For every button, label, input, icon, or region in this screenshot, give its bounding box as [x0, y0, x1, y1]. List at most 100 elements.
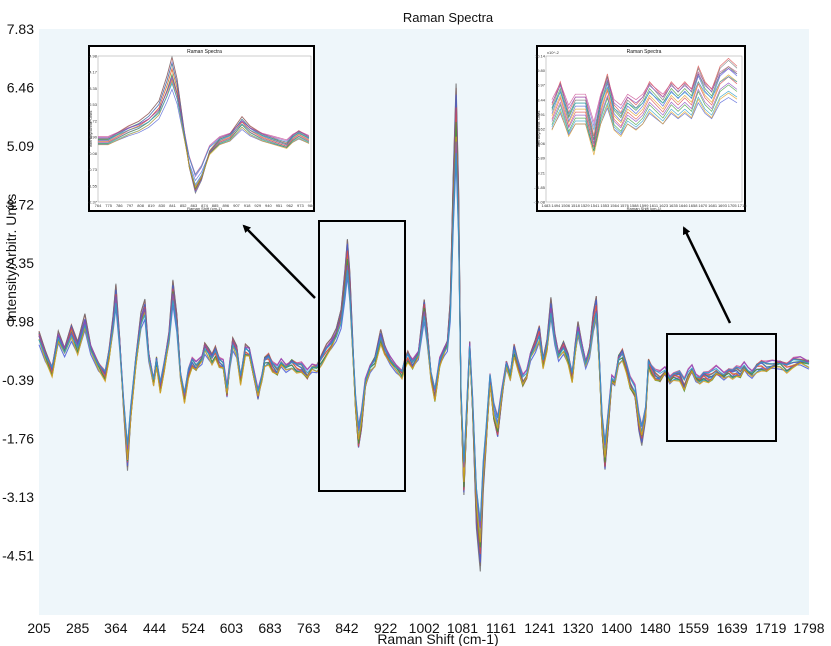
inset-x-tick: 1681 — [708, 203, 718, 208]
inset-x-tick: 1518 — [571, 203, 581, 208]
y-tick-label: -3.13 — [2, 489, 34, 505]
inset-x-tick: 1716 — [738, 203, 748, 208]
x-tick-label: 364 — [104, 620, 128, 636]
inset-y-tick: 5.97 — [537, 83, 546, 88]
spectrum-line — [38, 152, 810, 522]
inset-chart-left: Raman Spectra 4.98 4.17 3.35 2.53 1.72 0.90 0.0… — [88, 45, 315, 212]
inset-x-label: Raman Shift (cm-1) — [627, 206, 662, 211]
inset-y-tick: 0.08 — [89, 151, 98, 156]
inset-x-tick: 962 — [286, 203, 293, 208]
inset-plot-area — [545, 55, 743, 203]
y-tick-label: 2.35 — [7, 255, 34, 271]
x-tick-label: 444 — [143, 620, 167, 636]
inset-x-tick: 1553 — [600, 203, 610, 208]
x-tick-label: 1719 — [755, 620, 786, 636]
inset-x-tick: 1623 — [659, 203, 669, 208]
inset-spectrum-line — [551, 82, 738, 148]
x-tick-label: 524 — [182, 620, 206, 636]
spectrum-line — [38, 136, 810, 543]
inset-x-tick: 940 — [265, 203, 272, 208]
x-tick-label: 1161 — [486, 620, 516, 636]
x-axis: 205 285 364 444 524 603 683 763 842 922 1002 1081 11… — [27, 620, 824, 636]
inset-y-tick: 3.44 — [537, 97, 546, 102]
inset-x-tick: 1541 — [591, 203, 601, 208]
inset-x-tick: 1693 — [718, 203, 728, 208]
inset-x-tick: 951 — [276, 203, 283, 208]
inset-spectrum-line — [551, 68, 738, 144]
inset-y-tick: -1.55 — [88, 183, 98, 188]
inset-y-tick: 2.53 — [89, 102, 98, 107]
inset-y-tick: -2.37 — [88, 200, 98, 205]
inset-plot-area — [97, 55, 312, 203]
inset-y-tick: 1.72 — [89, 118, 98, 123]
y-tick-label: 6.46 — [7, 79, 34, 95]
highlight-box-right — [666, 333, 777, 442]
inset-x-tick: 1494 — [551, 203, 561, 208]
inset-spectrum-line — [98, 60, 310, 193]
inset-y-label: Intensity/Arbitr. Units — [536, 111, 541, 148]
inset-y-tick: 0.90 — [89, 135, 98, 140]
inset-x-tick: 973 — [297, 203, 304, 208]
spectra-series-group — [38, 83, 810, 572]
inset-x-tick: 896 — [222, 203, 229, 208]
x-tick-label: 842 — [335, 620, 359, 636]
inset-x-tick: 1506 — [561, 203, 571, 208]
inset-x-tick: 852 — [180, 203, 187, 208]
inset-x-tick: 830 — [159, 203, 166, 208]
inset-y-tick: -14.08 — [534, 200, 546, 205]
inset-y-tick: 4.17 — [89, 70, 98, 75]
inset-x-tick: 841 — [169, 203, 176, 208]
inset-y-tick: -0.73 — [88, 167, 98, 172]
inset-x-tick: 764 — [95, 203, 102, 208]
inset-x-tick: 918 — [244, 203, 251, 208]
inset-x-label: Raman Shift (cm-1) — [187, 206, 222, 211]
inset-title: Raman Spectra — [187, 49, 222, 55]
inset-x-tick: 775 — [105, 203, 112, 208]
x-tick-label: 1002 — [409, 620, 440, 636]
x-tick-label: 922 — [374, 620, 398, 636]
inset-spectrum-line — [551, 76, 738, 131]
inset-x-tick: 885 — [212, 203, 219, 208]
inset-y-tick: -11.85 — [534, 185, 546, 190]
y-tick-label: 7.83 — [7, 21, 34, 37]
inset-y-tick: 9.80 — [537, 68, 546, 73]
x-tick-label: 1320 — [562, 620, 593, 636]
inset-y-tick: 4.98 — [89, 54, 98, 59]
inset-y-tick: -9.21 — [536, 170, 546, 175]
inset-spectrum-line — [551, 67, 738, 128]
y-tick-label: -1.76 — [2, 430, 34, 446]
x-tick-label: 285 — [66, 620, 90, 636]
highlight-box-left — [318, 220, 406, 492]
y-tick-label: -0.39 — [2, 372, 34, 388]
inset-x-tick: 863 — [191, 203, 198, 208]
inset-x-tick: 1611 — [649, 203, 658, 208]
inset-title: Raman Spectra — [627, 49, 662, 55]
inset-chart-right: Raman Spectra 10.14 9.80 5.97 3.44 0.91 -1.62 -… — [534, 45, 748, 212]
inset-spectrum-line — [98, 73, 310, 190]
y-axis: 7.83 6.46 5.09 3.72 2.35 0.98 -0.39 -1.76 -3.13 -… — [2, 21, 34, 564]
inset-x-tick: 907 — [233, 203, 240, 208]
inset-x-tick: 797 — [127, 203, 134, 208]
inset-x-tick: 1483 — [542, 203, 552, 208]
inset-y-tick: 10.14 — [535, 54, 546, 59]
inset-x-tick: 1529 — [581, 203, 591, 208]
arrow-to-left-inset — [242, 224, 316, 299]
inset-x-tick: 984 — [308, 203, 315, 208]
inset-x-tick: 819 — [148, 203, 155, 208]
inset-x-tick: 808 — [137, 203, 144, 208]
inset-y-label: Intensity/Arbitr. Units — [88, 111, 93, 148]
inset-spectrum-line — [551, 84, 738, 152]
x-tick-label: 603 — [220, 620, 244, 636]
inset-y-tick: -1.62 — [536, 127, 546, 132]
inset-x-tick: 1564 — [610, 203, 620, 208]
inset-spectrum-line — [551, 57, 738, 136]
inset-spectrum-line — [98, 88, 310, 182]
inset-x-tick: 1705 — [728, 203, 738, 208]
x-axis-label: Raman Shift (cm-1) — [377, 631, 498, 646]
inset-x-tick: 1588 — [630, 203, 640, 208]
inset-scale-label: x10^-2 — [547, 50, 560, 55]
inset-x-tick: 1576 — [620, 203, 630, 208]
chart-title: Raman Spectra — [403, 10, 494, 25]
inset-spectrum-line — [551, 66, 738, 140]
